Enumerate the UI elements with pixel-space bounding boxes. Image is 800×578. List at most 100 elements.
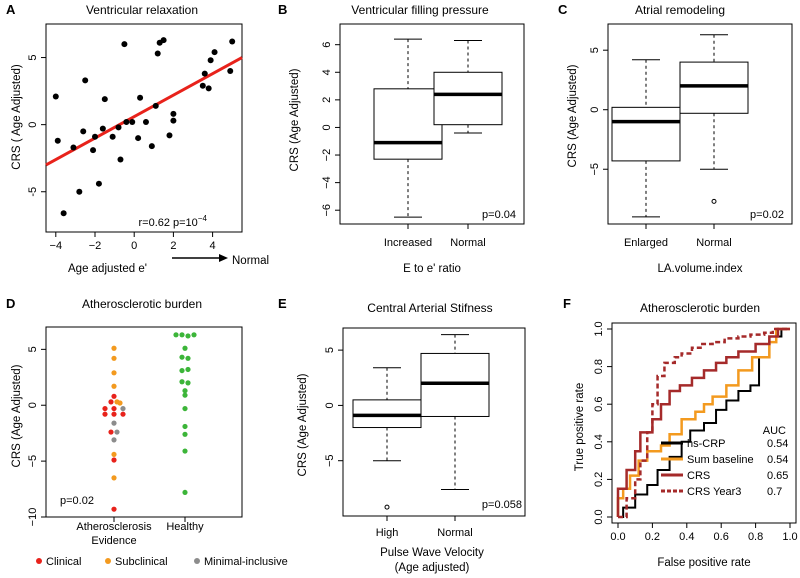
a-xtick-label: 2 [170,240,176,252]
d-data-point [185,355,191,361]
a-data-point [154,50,161,57]
d-data-point [182,489,188,496]
d-data-point [111,405,117,412]
panel-a-arrow-head [219,254,228,262]
a-data-point [137,94,144,101]
panel-a-p-value: p=10−4 [173,214,207,229]
b-ytick-label: −2 [321,149,333,162]
d-ytick-label: 5 [27,346,39,352]
f-xtick-label: 0.8 [748,531,763,543]
panel-b-plot-frame [339,23,525,225]
panel-b-boxes: −6 −4 −2 0 2 4 6 Increased Normal [321,38,503,249]
panel-f-auc-header: AUC [763,425,786,437]
panel-d-ticks: −10 −5 0 5 [27,346,186,526]
a-data-point [160,37,167,44]
c-category-label: Enlarged [624,237,668,249]
panel-f-title: Atherosclerotic burden [640,301,760,315]
panel-e-letter: E [278,296,287,311]
a-data-point [142,118,149,125]
d-data-point [111,506,117,512]
panel-d-category-2: Healthy [166,521,204,533]
d-data-point [182,392,188,398]
d-data-point [117,400,123,406]
b-category-label: Increased [384,237,432,249]
panel-a-points [52,37,236,217]
d-data-point [182,388,188,394]
panel-b-letter: B [278,2,287,17]
d-data-point [111,383,117,389]
panel-e-xlabel-line1: Pulse Wave Velocity [380,547,484,559]
panel-f-letter: F [563,296,571,311]
a-ytick-label: -5 [27,187,39,197]
c-category-label: Normal [696,237,731,249]
roc-curve-hs-crp [618,328,790,518]
roc-curve-crs-year3 [618,327,790,519]
legend-subclinical-label: Subclinical [115,556,168,568]
a-data-point [60,210,67,217]
f-legend-label: CRS [687,470,710,482]
f-ytick-label: 0.8 [593,359,605,374]
a-xtick-label: 0 [131,240,137,252]
d-data-point [182,423,188,430]
a-data-point [54,137,61,144]
b-ytick-label: −4 [321,176,333,189]
panel-d-title: Atherosclerotic burden [82,297,202,311]
b-ytick-label: −6 [321,204,333,217]
panel-a-letter: A [6,2,16,17]
panel-c-ylabel: CRS (Age Adjusted) [567,64,579,167]
d-data-point [108,399,114,405]
d-data-point [111,393,117,399]
a-data-point [170,117,177,124]
panel-b-title: Ventricular filling pressure [351,3,489,17]
panel-a-p-exponent: −4 [198,214,208,223]
box-iqr [373,88,443,160]
panel-f-legend: hs-CRP 0.54 Sum baseline 0.54 CRS 0.65 CRS Yea… [661,438,788,498]
d-data-point [185,366,191,373]
d-data-point [182,448,188,454]
f-xtick-label: 0.0 [610,531,625,543]
a-data-point [92,133,98,140]
panel-b-pvalue: p=0.04 [482,209,516,221]
panel-e-ylabel: CRS (Age Adjusted) [297,373,309,476]
d-data-point [173,332,179,338]
f-ytick-label: 0.4 [593,434,605,449]
d-data-point [111,437,117,443]
e-ytick-label: 0 [324,402,336,408]
a-data-point [101,96,108,103]
panel-c-title: Atrial remodeling [635,3,725,17]
panel-e-plot-frame [342,327,526,517]
d-data-point [182,405,188,412]
b-ytick-label: 2 [321,97,333,103]
f-xtick-label: 0.2 [645,531,660,543]
panel-a-plot-frame [45,23,243,233]
d-data-point [111,345,117,351]
a-data-point [90,147,97,154]
box-outlier [711,198,717,204]
a-data-point [99,125,106,132]
a-data-point [135,135,142,142]
panel-c-letter: C [558,2,568,17]
d-data-point [111,457,117,463]
panel-c: C Atrial remodeling CRS (Age Adjusted) −… [558,2,793,275]
panel-f-plot-frame [611,322,797,524]
d-data-point [114,429,120,435]
panel-a-ticks: -5 0 5 −4 −2 0 2 4 [27,54,216,252]
f-ytick-label: 0.6 [593,397,605,412]
legend-subclinical-dot [105,558,111,564]
d-data-point [111,355,117,361]
panel-a-r-value: r=0.62 [139,217,171,229]
a-data-point [109,133,116,140]
c-ytick-label: 5 [589,47,601,53]
a-xtick-label: 4 [210,240,216,252]
f-ytick-label: 1.0 [593,321,605,336]
box-iqr [611,106,681,162]
e-category-label: Normal [437,527,472,539]
a-data-point [211,49,218,56]
a-data-point [117,156,124,163]
d-data-point [185,333,191,339]
d-data-point [191,332,197,338]
f-legend-auc: 0.65 [767,470,788,482]
d-data-point [182,431,188,437]
d-data-point [111,411,117,417]
